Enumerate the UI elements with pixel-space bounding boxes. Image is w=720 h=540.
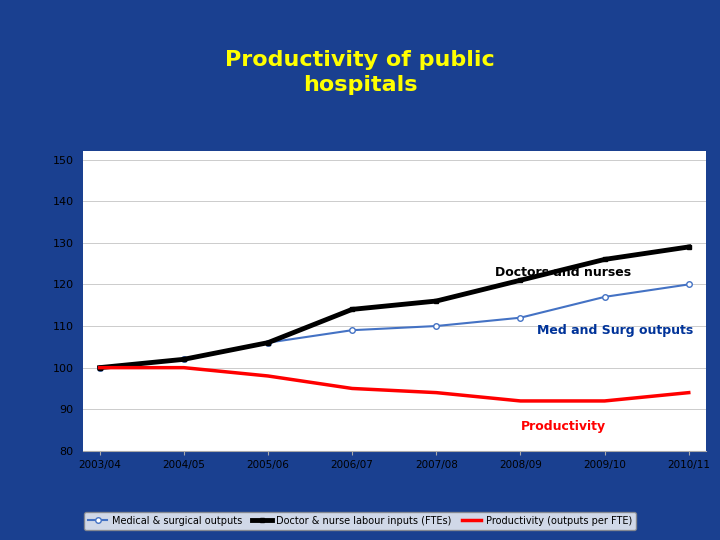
Text: Productivity: Productivity xyxy=(521,420,606,433)
Text: Doctors and nurses: Doctors and nurses xyxy=(495,266,631,279)
Text: Productivity of public
hospitals: Productivity of public hospitals xyxy=(225,51,495,95)
Text: Med and Surg outputs: Med and Surg outputs xyxy=(537,325,693,338)
Legend: Medical & surgical outputs, Doctor & nurse labour inputs (FTEs), Productivity (o: Medical & surgical outputs, Doctor & nur… xyxy=(84,512,636,530)
